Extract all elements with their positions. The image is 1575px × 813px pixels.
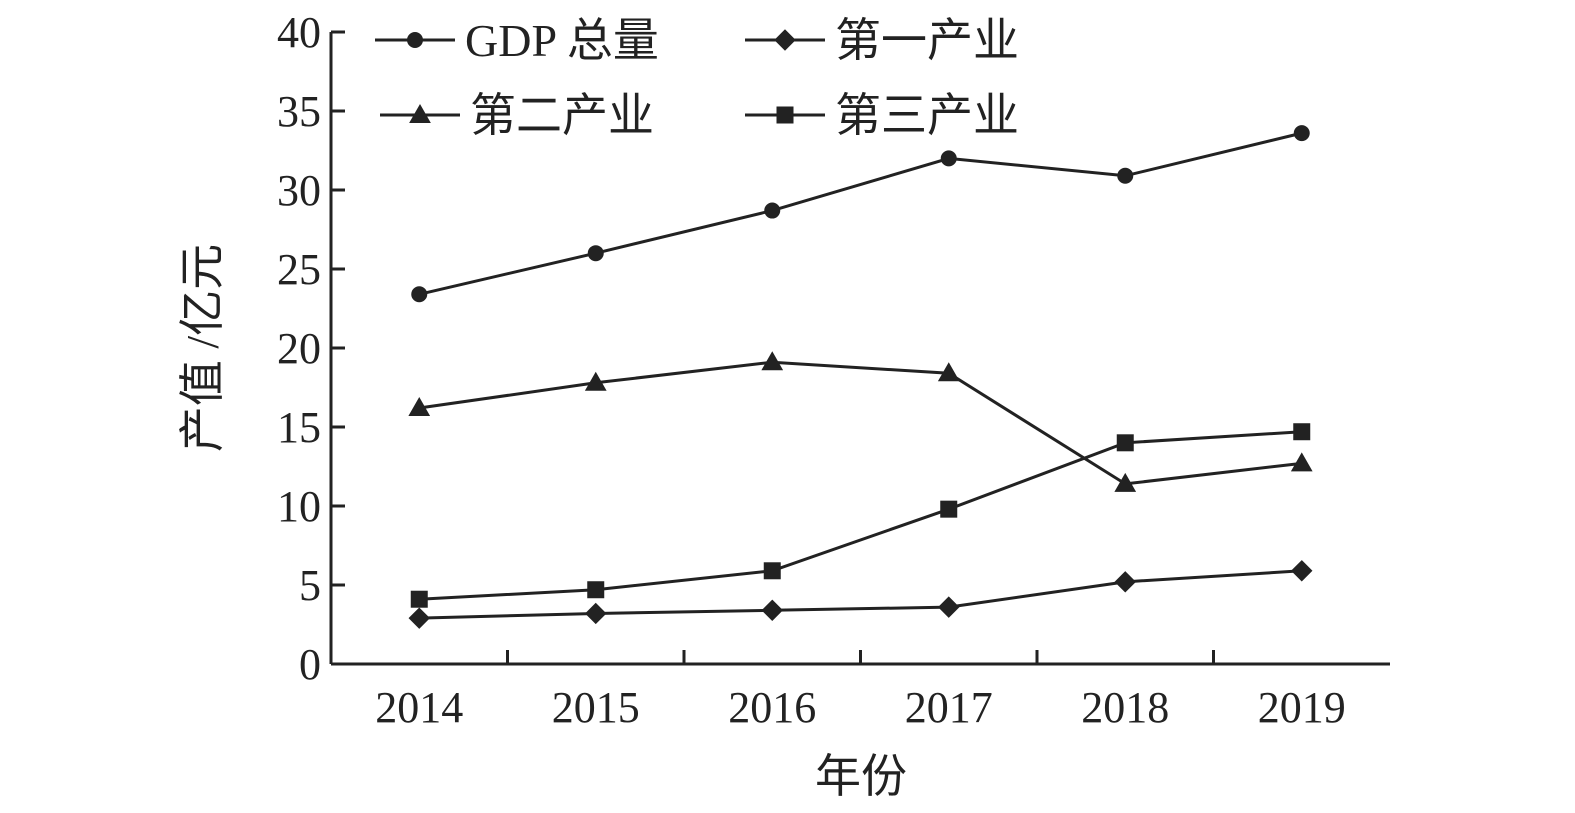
data-point <box>937 362 960 382</box>
x-tick-label: 2017 <box>905 683 993 732</box>
data-point <box>1114 472 1137 492</box>
x-axis-ticks: 2014 2015 2016 2017 2018 2019 <box>375 650 1346 732</box>
legend-item: GDP 总量 <box>375 15 659 66</box>
series-4 <box>410 423 1311 608</box>
data-point <box>411 286 428 303</box>
data-point <box>1291 560 1313 582</box>
y-tick-label: 10 <box>277 482 321 531</box>
data-point <box>764 202 781 219</box>
legend-marker <box>776 106 794 124</box>
y-tick-label: 15 <box>277 403 321 452</box>
legend-label: GDP 总量 <box>465 15 659 66</box>
y-axis-ticks: 0 5 10 15 20 25 30 35 40 <box>277 8 345 689</box>
data-point <box>587 581 605 599</box>
series-line <box>419 569 1302 620</box>
series-line <box>419 360 1302 486</box>
data-point <box>585 602 607 625</box>
y-tick-label: 25 <box>277 245 321 294</box>
data-point <box>408 397 431 417</box>
y-tick-label: 30 <box>277 166 321 215</box>
data-point <box>584 371 607 391</box>
y-tick-label: 40 <box>277 8 321 57</box>
series-3 <box>408 351 1313 492</box>
data-point <box>1116 434 1134 452</box>
data-point <box>1290 452 1313 472</box>
y-tick-label: 20 <box>277 324 321 373</box>
series-group <box>408 125 1313 629</box>
data-point <box>940 500 958 518</box>
data-point <box>1114 571 1136 593</box>
legend-item: 第三产业 <box>745 90 1019 141</box>
y-tick-label: 35 <box>277 87 321 136</box>
data-point <box>940 150 957 167</box>
x-tick-label: 2016 <box>728 683 816 732</box>
legend-item: 第二产业 <box>380 90 654 141</box>
series-2 <box>408 560 1313 629</box>
y-tick-label: 5 <box>299 561 321 610</box>
data-point <box>1293 423 1311 441</box>
legend-label: 第二产业 <box>470 90 654 141</box>
data-point <box>1117 167 1134 184</box>
y-axis-title: 产值 /亿元 <box>177 244 228 452</box>
legend-label: 第一产业 <box>835 15 1019 66</box>
data-point <box>1293 125 1310 142</box>
legend-label: 第三产业 <box>835 90 1019 141</box>
legend-marker <box>407 32 423 48</box>
series-line <box>419 430 1302 601</box>
x-tick-label: 2014 <box>375 683 463 732</box>
data-point <box>587 245 604 262</box>
data-point <box>938 596 960 618</box>
data-point <box>408 607 430 629</box>
data-point <box>761 351 784 371</box>
x-tick-label: 2015 <box>552 683 640 732</box>
x-tick-label: 2019 <box>1258 683 1346 732</box>
data-point <box>761 599 783 621</box>
x-axis-title: 年份 <box>815 751 907 802</box>
legend-item: 第一产业 <box>745 15 1019 66</box>
legend-marker <box>774 29 796 51</box>
x-tick-label: 2018 <box>1081 683 1169 732</box>
series-1 <box>411 125 1310 303</box>
series-line <box>418 131 1303 296</box>
data-point <box>763 562 781 580</box>
y-tick-label: 0 <box>299 640 321 689</box>
data-point <box>410 590 428 608</box>
legend-marker <box>409 103 431 123</box>
